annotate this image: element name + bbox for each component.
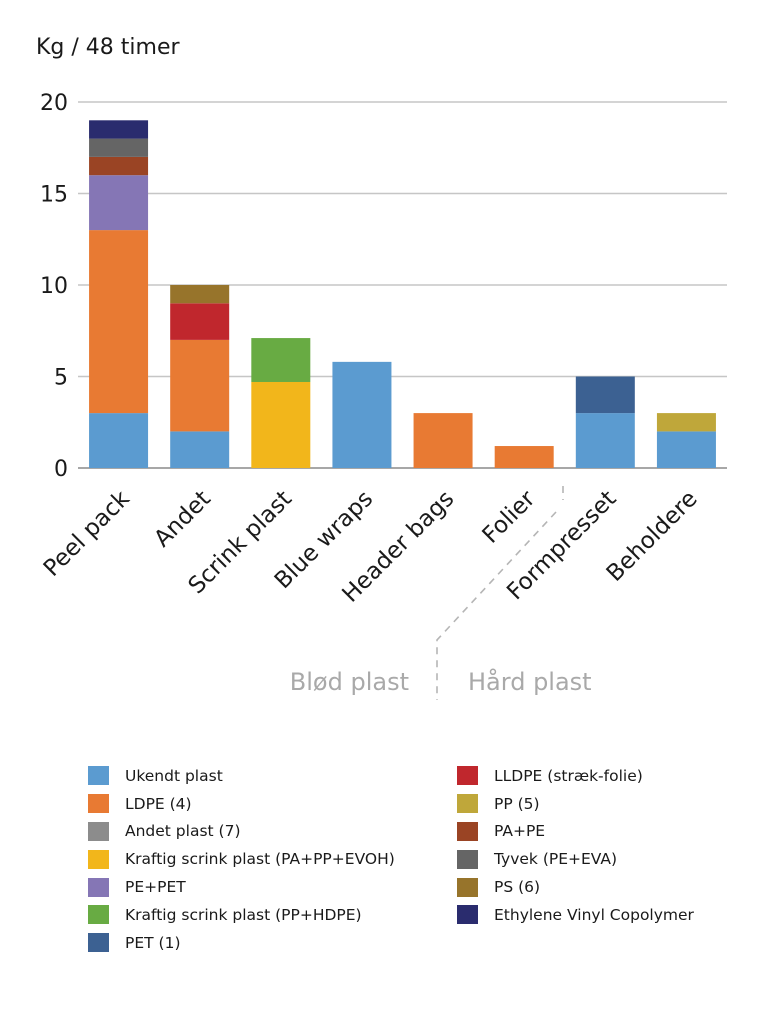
bar-segment-ethylene-vinyl-copolymer [89,120,149,139]
legend-label: PE+PET [125,878,186,897]
bar-segment-ps-6 [170,285,230,304]
bar-segment-pet-1 [575,376,635,414]
legend-swatch [88,905,109,925]
y-tick-label: 0 [54,457,68,482]
bar-segment-ldpe-4 [413,413,473,468]
bar-stack-header-bags [413,413,473,468]
legend-item-ldpe-4: LDPE (4) [88,790,395,818]
bar-segment-ukendt-plast [89,413,149,468]
legend-label: Andet plast (7) [125,822,241,841]
bar-segment-tyvek-pe-eva [89,138,149,157]
legend-swatch [457,766,478,786]
legend-swatch [457,849,478,869]
legend-label: PS (6) [494,878,541,897]
x-category-label: Andet [149,486,216,553]
y-tick-label: 20 [40,91,68,116]
legend-swatch [457,877,478,897]
bar-stack-scrink-plast [251,338,311,468]
y-axis-ticks: 0 5 10 15 20 [40,91,68,482]
bar-stack-andet [170,285,230,468]
legend-item-lldpe-straek-folie: LLDPE (stræk-folie) [457,762,694,790]
stacked-bar-chart: Kg / 48 timer 0 5 10 15 20 Peel pack AndetScr… [36,35,727,700]
legend-label: Ethylene Vinyl Copolymer [494,905,694,924]
legend-swatch [457,905,478,925]
bar-segment-ukendt-plast [575,413,635,468]
y-tick-label: 10 [40,274,68,299]
y-axis-label: Kg / 48 timer [36,35,180,60]
legend-swatch [88,794,109,814]
x-category-label: Peel pack [39,485,135,581]
legend-item-tyvek-pe-eva: Tyvek (PE+EVA) [457,845,694,873]
legend-swatch [88,849,109,869]
bar-segment-ukendt-plast [332,361,392,468]
legend-swatch [88,821,109,841]
legend-label: Kraftig scrink plast (PA+PP+EVOH) [125,850,395,869]
legend-item-andet-plast-7: Andet plast (7) [88,818,395,846]
legend-swatch [88,877,109,897]
bar-segment-ldpe-4 [170,339,230,432]
legend-swatch [457,794,478,814]
group-label-blod-plast: Blød plast [290,668,409,696]
bars [89,120,716,468]
category-groups: Blød plast Hård plast [290,486,592,700]
y-tick-label: 5 [54,366,68,391]
bar-stack-beholdere [656,413,716,468]
legend-label: PET (1) [125,933,181,952]
legend-item-ps-6: PS (6) [457,873,694,901]
legend-item-kraftig-scrink-plast-pp-hdpe: Kraftig scrink plast (PP+HDPE) [88,901,395,929]
bar-segment-ukendt-plast [656,431,716,468]
bar-stack-folier [494,446,554,468]
legend-item-kraftig-scrink-plast-pa-pp-evoh: Kraftig scrink plast (PA+PP+EVOH) [88,845,395,873]
legend-label: Tyvek (PE+EVA) [494,850,618,869]
legend-label: PA+PE [494,822,546,841]
legend-item-pa-pe: PA+PE [457,818,694,846]
legend-swatch [88,933,109,953]
legend-swatch [457,821,478,841]
bar-segment-lldpe-straek-folie [170,303,230,340]
bar-segment-pp-5 [656,413,716,432]
bar-segment-ukendt-plast [170,431,230,468]
bar-stack-blue-wraps [332,361,392,468]
group-separator [436,486,564,700]
legend-item-ethylene-vinyl-copolymer: Ethylene Vinyl Copolymer [457,901,694,929]
legend-item-pp-5: PP (5) [457,790,694,818]
bar-segment-pe-pet [89,175,149,231]
legend-label: LDPE (4) [125,794,192,813]
legend-item-pe-pet: PE+PET [88,873,395,901]
legend-column: LLDPE (stræk-folie) PP (5) PA+PE Tyvek (PE+… [457,762,694,929]
bar-segment-kraftig-scrink-plast-pp-hdpe [251,338,311,382]
bar-segment-ldpe-4 [89,230,149,414]
legend-label: LLDPE (stræk-folie) [494,766,643,785]
legend-label: Ukendt plast [125,766,223,785]
legend-label: PP (5) [494,794,540,813]
bar-segment-ldpe-4 [494,446,554,468]
legend-item-ukendt-plast: Ukendt plast [88,762,395,790]
x-category-label: Folier [478,485,541,548]
bar-segment-pa-pe [89,156,149,176]
legend-column: Ukendt plast LDPE (4) Andet plast (7) Kraft… [88,762,395,957]
y-tick-label: 15 [40,183,68,208]
bar-stack-peel-pack [89,120,149,468]
legend-item-pet-1: PET (1) [88,929,395,957]
bar-stack-formpresset [575,376,635,468]
bar-segment-kraftig-scrink-plast-pa-pp-evoh [251,381,311,468]
legend-swatch [88,766,109,786]
legend-label: Kraftig scrink plast (PP+HDPE) [125,905,362,924]
group-label-hard-plast: Hård plast [468,667,592,696]
